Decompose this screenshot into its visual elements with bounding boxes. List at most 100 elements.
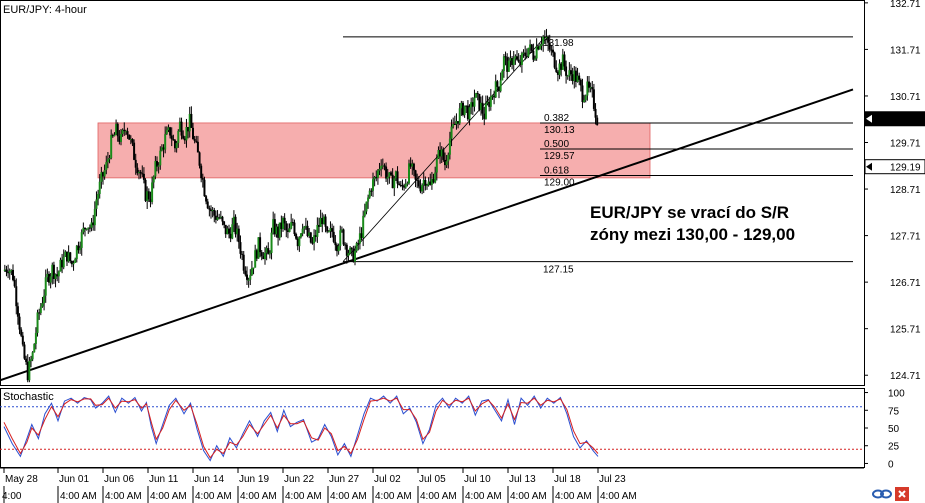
candle-body xyxy=(88,227,91,229)
candle-body xyxy=(12,269,14,280)
candle-body xyxy=(540,43,543,46)
candle-body xyxy=(151,182,154,203)
candle-body xyxy=(232,216,235,225)
candle-body xyxy=(277,226,280,238)
fib-price-label: 129.57 xyxy=(544,151,575,162)
candle-body xyxy=(491,95,494,97)
candle-body xyxy=(219,216,222,218)
candle-body xyxy=(102,172,104,177)
fib-ratio-label: 0.382 xyxy=(544,113,569,124)
candle-body xyxy=(466,105,469,120)
candle-body xyxy=(221,216,224,222)
candle-body xyxy=(463,105,466,116)
candle-body xyxy=(398,183,401,186)
candle-body xyxy=(404,184,407,188)
price-marker-label: 130.22 xyxy=(890,115,921,126)
candle-body xyxy=(31,352,34,360)
candle-body xyxy=(442,149,445,160)
x-tick-label: Jul 18 xyxy=(554,474,581,485)
candle-body xyxy=(342,229,345,245)
candle-body xyxy=(187,126,190,132)
candle-body xyxy=(110,134,113,159)
candle-body xyxy=(205,196,208,202)
candle-body xyxy=(165,130,168,135)
candle-body xyxy=(332,231,335,242)
candle-body xyxy=(169,127,172,136)
candle-body xyxy=(334,241,337,246)
candle-body xyxy=(393,178,396,189)
candle-body xyxy=(416,179,419,181)
candle-body xyxy=(48,273,50,283)
candle-body xyxy=(90,222,93,228)
candle-body xyxy=(229,233,232,239)
candle-body xyxy=(201,178,204,180)
candle-body xyxy=(272,219,275,233)
stoch-series-1 xyxy=(3,397,599,459)
stoch-tick-label: 75 xyxy=(888,406,900,417)
candle-body xyxy=(164,134,167,150)
candle-body xyxy=(319,217,322,227)
candle-body xyxy=(480,102,482,110)
candle-body xyxy=(298,237,301,247)
candle-body xyxy=(532,50,535,60)
x-subtick-label: 4:00 AM xyxy=(285,491,322,502)
candle-body xyxy=(262,256,265,259)
fib-swing-line xyxy=(342,36,546,262)
annotation-line-2: zóny mezi 130,00 - 129,00 xyxy=(590,225,795,244)
candle-body xyxy=(525,55,528,57)
candle-body xyxy=(470,102,473,108)
candle-body xyxy=(345,244,348,256)
candle-body xyxy=(290,222,293,229)
candle-body xyxy=(267,248,270,255)
candle-body xyxy=(336,245,338,252)
candle-body xyxy=(313,235,316,244)
candle-body xyxy=(51,264,54,277)
candle-body xyxy=(61,259,64,268)
candle-body xyxy=(21,335,24,345)
candle-body xyxy=(129,139,132,141)
candle-body xyxy=(254,250,257,268)
candle-body xyxy=(146,191,149,201)
candle-body xyxy=(411,163,414,167)
candle-body xyxy=(162,147,165,150)
price-marker-label: 129.19 xyxy=(890,163,921,174)
candle-body xyxy=(160,147,163,151)
candle-body xyxy=(512,58,515,65)
candle-body xyxy=(36,312,39,333)
candle-body xyxy=(486,101,489,104)
candle-body xyxy=(375,177,378,179)
candle-body xyxy=(399,185,402,187)
candle-body xyxy=(543,36,546,39)
fib-ratio-label: 0.618 xyxy=(544,166,569,177)
candle-body xyxy=(304,225,307,227)
candle-body xyxy=(529,44,532,48)
candle-body xyxy=(354,251,356,262)
candle-body xyxy=(133,142,136,160)
candle-body xyxy=(370,190,373,192)
candle-body xyxy=(66,251,68,262)
candle-body xyxy=(226,228,229,235)
candle-body xyxy=(365,201,368,212)
candle-body xyxy=(239,242,242,254)
candle-body xyxy=(252,267,255,269)
candle-body xyxy=(41,303,44,307)
candle-body xyxy=(484,103,487,119)
candle-body xyxy=(337,246,340,252)
candle-body xyxy=(488,101,491,107)
candle-body xyxy=(250,267,253,276)
fib-ratio-label: 0.500 xyxy=(544,139,569,150)
candle-body xyxy=(591,87,594,90)
candle-body xyxy=(489,96,492,107)
candle-body xyxy=(542,36,545,44)
candle-body xyxy=(306,225,309,237)
candle-body xyxy=(326,226,329,232)
x-subtick-label: 4:00 xyxy=(2,491,22,502)
stochastic-axis: 100 75 50 25 0 xyxy=(864,389,905,470)
close-icon[interactable] xyxy=(895,487,909,501)
candle-body xyxy=(156,161,158,167)
link-icon[interactable] xyxy=(872,489,892,499)
candle-body xyxy=(394,171,397,179)
candle-body xyxy=(180,121,183,136)
y-tick-label: 125.71 xyxy=(890,325,921,336)
candle-body xyxy=(460,102,463,109)
